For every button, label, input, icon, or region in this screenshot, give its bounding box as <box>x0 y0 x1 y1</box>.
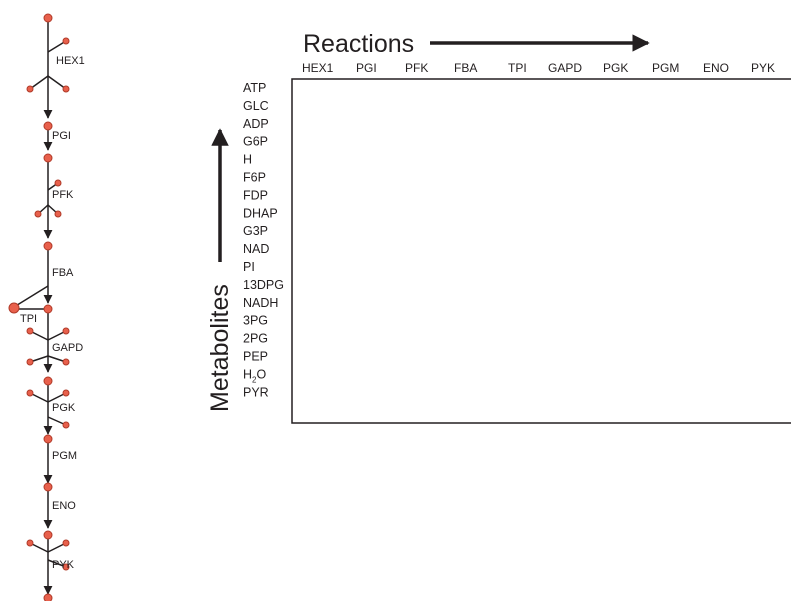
reaction-header-pgi: PGI <box>356 61 377 75</box>
pathway-edge <box>47 40 67 53</box>
pathway-label-pyk: PYK <box>52 559 75 571</box>
metabolite-label: 2PG <box>243 332 268 346</box>
metabolite-label: G6P <box>243 135 268 149</box>
metabolite-node <box>43 593 53 603</box>
metabolite-node <box>43 376 53 386</box>
metabolite-node <box>43 13 53 23</box>
metabolite-node <box>43 121 53 131</box>
metabolite-node <box>43 482 53 492</box>
pathway-label-eno: ENO <box>52 500 76 512</box>
reaction-header-hex1: HEX1 <box>302 61 334 75</box>
metabolite-node <box>26 327 34 335</box>
metabolite-label: PEP <box>243 350 268 364</box>
metabolite-label: NADH <box>243 296 278 310</box>
reaction-header-fba: FBA <box>454 61 477 75</box>
pathway-edge <box>29 75 49 90</box>
metabolite-node <box>62 358 70 366</box>
metabolite-node <box>54 179 62 187</box>
metabolite-node <box>62 37 70 45</box>
pathway-label-pfk: PFK <box>52 189 74 201</box>
metabolite-node <box>62 389 70 397</box>
metabolite-label: FDP <box>243 188 268 202</box>
metabolite-label: NAD <box>243 242 269 256</box>
metabolites-title: Metabolites <box>206 284 234 412</box>
metabolite-node <box>62 327 70 335</box>
metabolite-node <box>43 241 53 251</box>
metabolite-label: F6P <box>243 171 266 185</box>
metabolite-labels: ATP GLC ADP G6P H F6P FDP DHAP G3P NAD PI 13DPG NADH… <box>243 81 284 399</box>
pathway-edge <box>13 285 49 308</box>
reaction-header-eno: ENO <box>703 61 729 75</box>
pathway-label-pgi: PGI <box>52 130 71 142</box>
pathway-nodes <box>8 13 70 603</box>
metabolite-node <box>43 434 53 444</box>
metabolite-node <box>34 210 42 218</box>
reaction-headers: HEX1 PGI PFK FBA TPI GAPD PGK PGM ENO PYK <box>302 61 775 75</box>
metabolite-label: H <box>243 153 252 167</box>
metabolite-label: 3PG <box>243 314 268 328</box>
metabolite-node <box>62 539 70 547</box>
metabolite-node <box>26 85 34 93</box>
reaction-header-pyk: PYK <box>751 61 775 75</box>
reaction-header-pfk: PFK <box>405 61 428 75</box>
metabolite-label: PYR <box>243 385 269 399</box>
metabolite-label: G3P <box>243 224 268 238</box>
pathway-label-pgm: PGM <box>52 450 77 462</box>
pathway-label-fba: FBA <box>52 267 74 279</box>
metabolite-node <box>54 210 62 218</box>
metabolite-node <box>62 85 70 93</box>
metabolite-node <box>8 302 20 314</box>
pathway-label-tpi: TPI <box>20 313 37 325</box>
metabolite-node <box>62 563 70 571</box>
reactions-title: Reactions <box>303 30 414 58</box>
metabolite-node <box>43 153 53 163</box>
metabolite-label: 13DPG <box>243 278 284 292</box>
metabolite-node <box>62 421 70 429</box>
metabolite-label: DHAP <box>243 206 278 220</box>
metabolite-node <box>26 539 34 547</box>
reaction-header-pgk: PGK <box>603 61 628 75</box>
metabolite-node <box>26 358 34 366</box>
pathway-label-gapd: GAPD <box>52 342 83 354</box>
metabolite-node <box>43 304 53 314</box>
metabolite-node <box>26 389 34 397</box>
metabolite-label: GLC <box>243 99 269 113</box>
stoichiometric-matrix-frame <box>291 78 791 424</box>
reaction-header-tpi: TPI <box>508 61 527 75</box>
metabolite-label: ATP <box>243 81 266 95</box>
pathway-label-pgk: PGK <box>52 402 76 414</box>
metabolite-label: PI <box>243 260 255 274</box>
pathway-label-hex1: HEX1 <box>56 55 85 67</box>
pathway-labels: HEX1 PGI PFK FBA TPI GAPD PGK PGM ENO PY… <box>20 55 85 571</box>
pathway-edge <box>47 75 67 90</box>
metabolite-label: H2O <box>243 367 266 384</box>
reaction-header-pgm: PGM <box>652 61 679 75</box>
metabolite-node <box>43 530 53 540</box>
metabolite-label: ADP <box>243 117 269 131</box>
reaction-header-gapd: GAPD <box>548 61 582 75</box>
